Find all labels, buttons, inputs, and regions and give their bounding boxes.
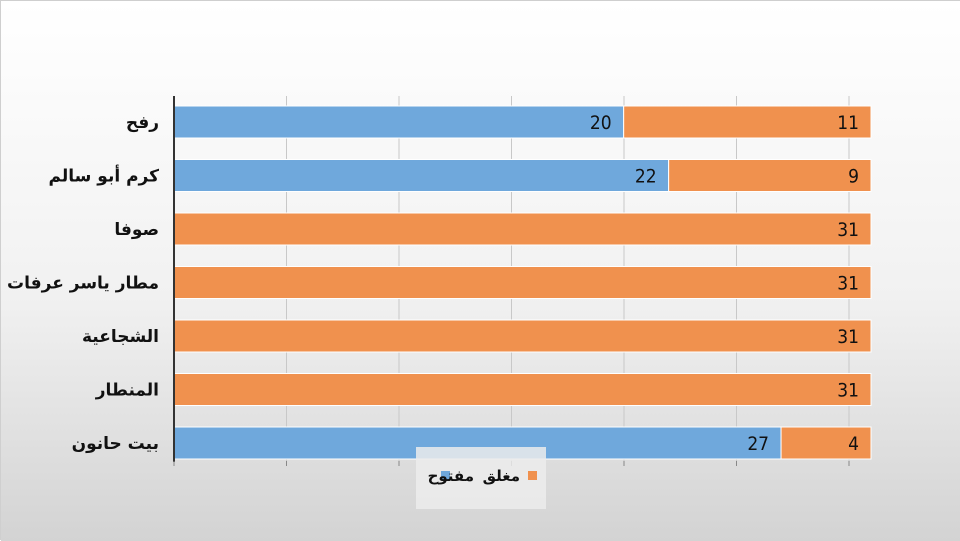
- bar-segment-closed: [780, 426, 872, 460]
- data-label: 9: [848, 166, 859, 188]
- bar-segment-closed: [173, 319, 872, 353]
- category-label: الشجاعية: [82, 327, 159, 347]
- labels: 20 11 رفح 22 9 كرم أبو سالم 31 صوفا 31 مطار ياسر …: [1, 112, 859, 455]
- legend-label: مغلق: [483, 467, 520, 485]
- legend-box: [416, 447, 546, 509]
- legend: مغلق مفتوح: [416, 447, 546, 509]
- category-label: المنطار: [95, 381, 159, 401]
- legend-swatch: [528, 471, 537, 480]
- data-label: 11: [837, 112, 859, 134]
- data-label: 31: [837, 326, 859, 348]
- bars: [173, 105, 872, 460]
- data-label: 20: [590, 112, 612, 134]
- data-label: 31: [837, 273, 859, 295]
- data-label: 27: [747, 433, 769, 455]
- category-label: رفح: [126, 113, 159, 133]
- category-label: صوفا: [114, 220, 159, 240]
- data-label: 31: [837, 380, 859, 402]
- data-label: 31: [837, 219, 859, 241]
- data-label: 22: [635, 166, 657, 188]
- bar-segment-open: [173, 159, 670, 192]
- category-label: كرم أبو سالم: [49, 165, 160, 187]
- category-label: مطار ياسر عرفات الدولي: [1, 274, 159, 294]
- bar-segment-closed: [623, 105, 872, 139]
- data-label: 4: [848, 433, 859, 455]
- bar-segment-closed: [173, 266, 872, 299]
- legend-label: مفتوح: [428, 467, 474, 485]
- bar-segment-open: [173, 105, 625, 139]
- bar-segment-closed: [173, 212, 872, 246]
- legend-swatch: [441, 471, 450, 480]
- bar-segment-closed: [668, 159, 872, 192]
- bar-segment-closed: [173, 373, 872, 406]
- axis: [173, 96, 850, 466]
- category-label: بيت حانون: [72, 434, 159, 454]
